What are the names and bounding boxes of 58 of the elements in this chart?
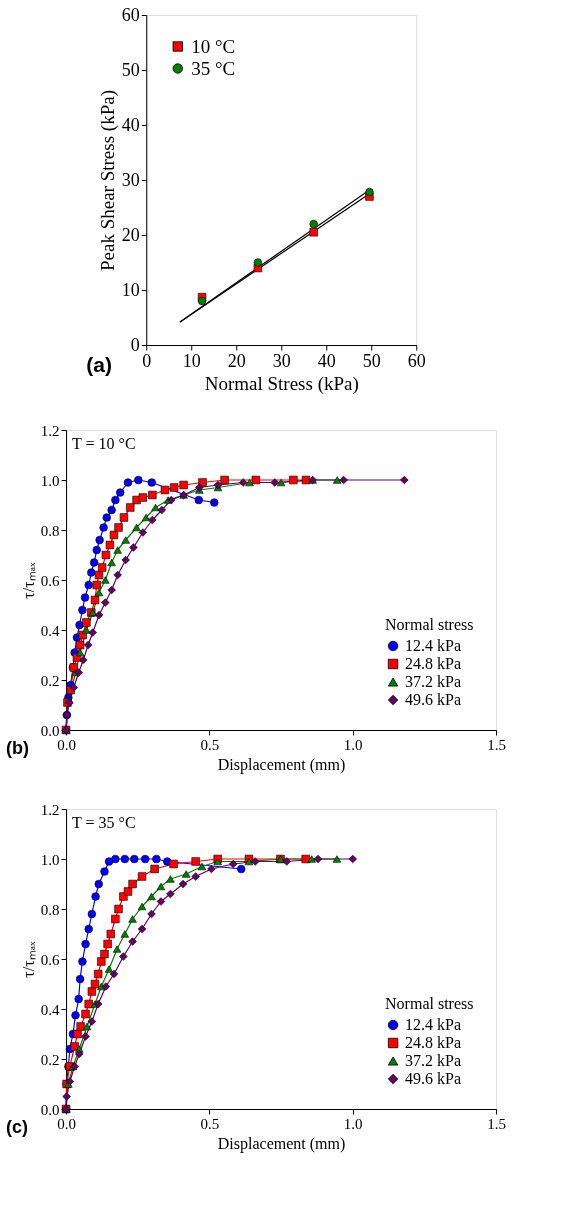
legend-title: Normal stress <box>385 995 474 1012</box>
annotation: T = 35 °C <box>72 814 136 831</box>
legend-label: 37.2 kPa <box>405 1052 462 1069</box>
y-axis-title: τ/τₘₐₓ <box>19 940 37 978</box>
y-tick-label: 60 <box>121 4 140 25</box>
x-tick-label: 1.0 <box>343 736 363 753</box>
x-tick-label: 0.0 <box>57 1115 76 1132</box>
y-tick-label: 0.0 <box>40 722 60 739</box>
x-tick-label: 0.5 <box>200 1115 220 1132</box>
legend-label: 49.6 kPa <box>405 1070 462 1087</box>
x-tick-label: 10 <box>182 350 201 371</box>
y-tick-label: 0.4 <box>40 622 61 639</box>
y-tick-label: 0.4 <box>40 1001 61 1018</box>
x-axis-title: Displacement (mm) <box>217 1134 346 1153</box>
y-tick-label: 1.2 <box>40 801 60 818</box>
legend-label: 10 °C <box>191 35 236 57</box>
y-tick-label: 1.0 <box>40 851 60 868</box>
y-tick-label: 1.2 <box>40 422 60 439</box>
x-tick-label: 1.5 <box>487 1115 506 1132</box>
legend-title: Normal stress <box>385 616 474 633</box>
annotation: T = 10 °C <box>72 435 136 452</box>
legend-label: 49.6 kPa <box>405 691 462 708</box>
y-tick-label: 0.0 <box>40 1101 60 1118</box>
legend-label: 35 °C <box>191 57 236 79</box>
text: (c) <box>6 1117 29 1137</box>
y-tick-label: 0.2 <box>40 672 60 689</box>
y-tick-label: 0.2 <box>40 1051 60 1068</box>
y-tick-label: 20 <box>121 224 140 245</box>
x-tick-label: 0.5 <box>200 736 220 753</box>
x-axis-title: Normal Stress (kPa) <box>204 372 359 395</box>
legend-label: 24.8 kPa <box>405 655 462 672</box>
y-tick-label: 0.6 <box>40 951 61 968</box>
y-axis-title: τ/τₘₐₓ <box>19 561 37 599</box>
y-tick-label: 0.8 <box>40 901 60 918</box>
x-tick-label: 50 <box>362 350 381 371</box>
y-tick-label: 10 <box>121 279 140 300</box>
y-tick-label: 40 <box>121 114 140 135</box>
y-tick-label: 0.6 <box>40 572 61 589</box>
y-tick-label: 0 <box>130 334 140 355</box>
text: (b) <box>6 738 30 758</box>
x-tick-label: 0.0 <box>57 736 76 753</box>
x-tick-label: 20 <box>227 350 246 371</box>
legend-label: 24.8 kPa <box>405 1034 462 1051</box>
legend-label: 12.4 kPa <box>405 637 462 654</box>
y-tick-label: 50 <box>121 59 140 80</box>
legend-label: 12.4 kPa <box>405 1016 462 1033</box>
x-tick-label: 60 <box>407 350 426 371</box>
x-tick-label: 40 <box>317 350 336 371</box>
x-axis-title: Displacement (mm) <box>217 755 346 774</box>
x-tick-label: 30 <box>272 350 291 371</box>
text: (a) <box>86 353 112 376</box>
y-axis-title: Peak Shear Stress (kPa) <box>96 90 119 271</box>
y-tick-label: 0.8 <box>40 522 60 539</box>
y-tick-label: 30 <box>121 169 140 190</box>
x-tick-label: 1.0 <box>343 1115 363 1132</box>
y-tick-label: 1.0 <box>40 472 60 489</box>
x-tick-label: 1.5 <box>487 736 506 753</box>
legend-label: 37.2 kPa <box>405 673 462 690</box>
